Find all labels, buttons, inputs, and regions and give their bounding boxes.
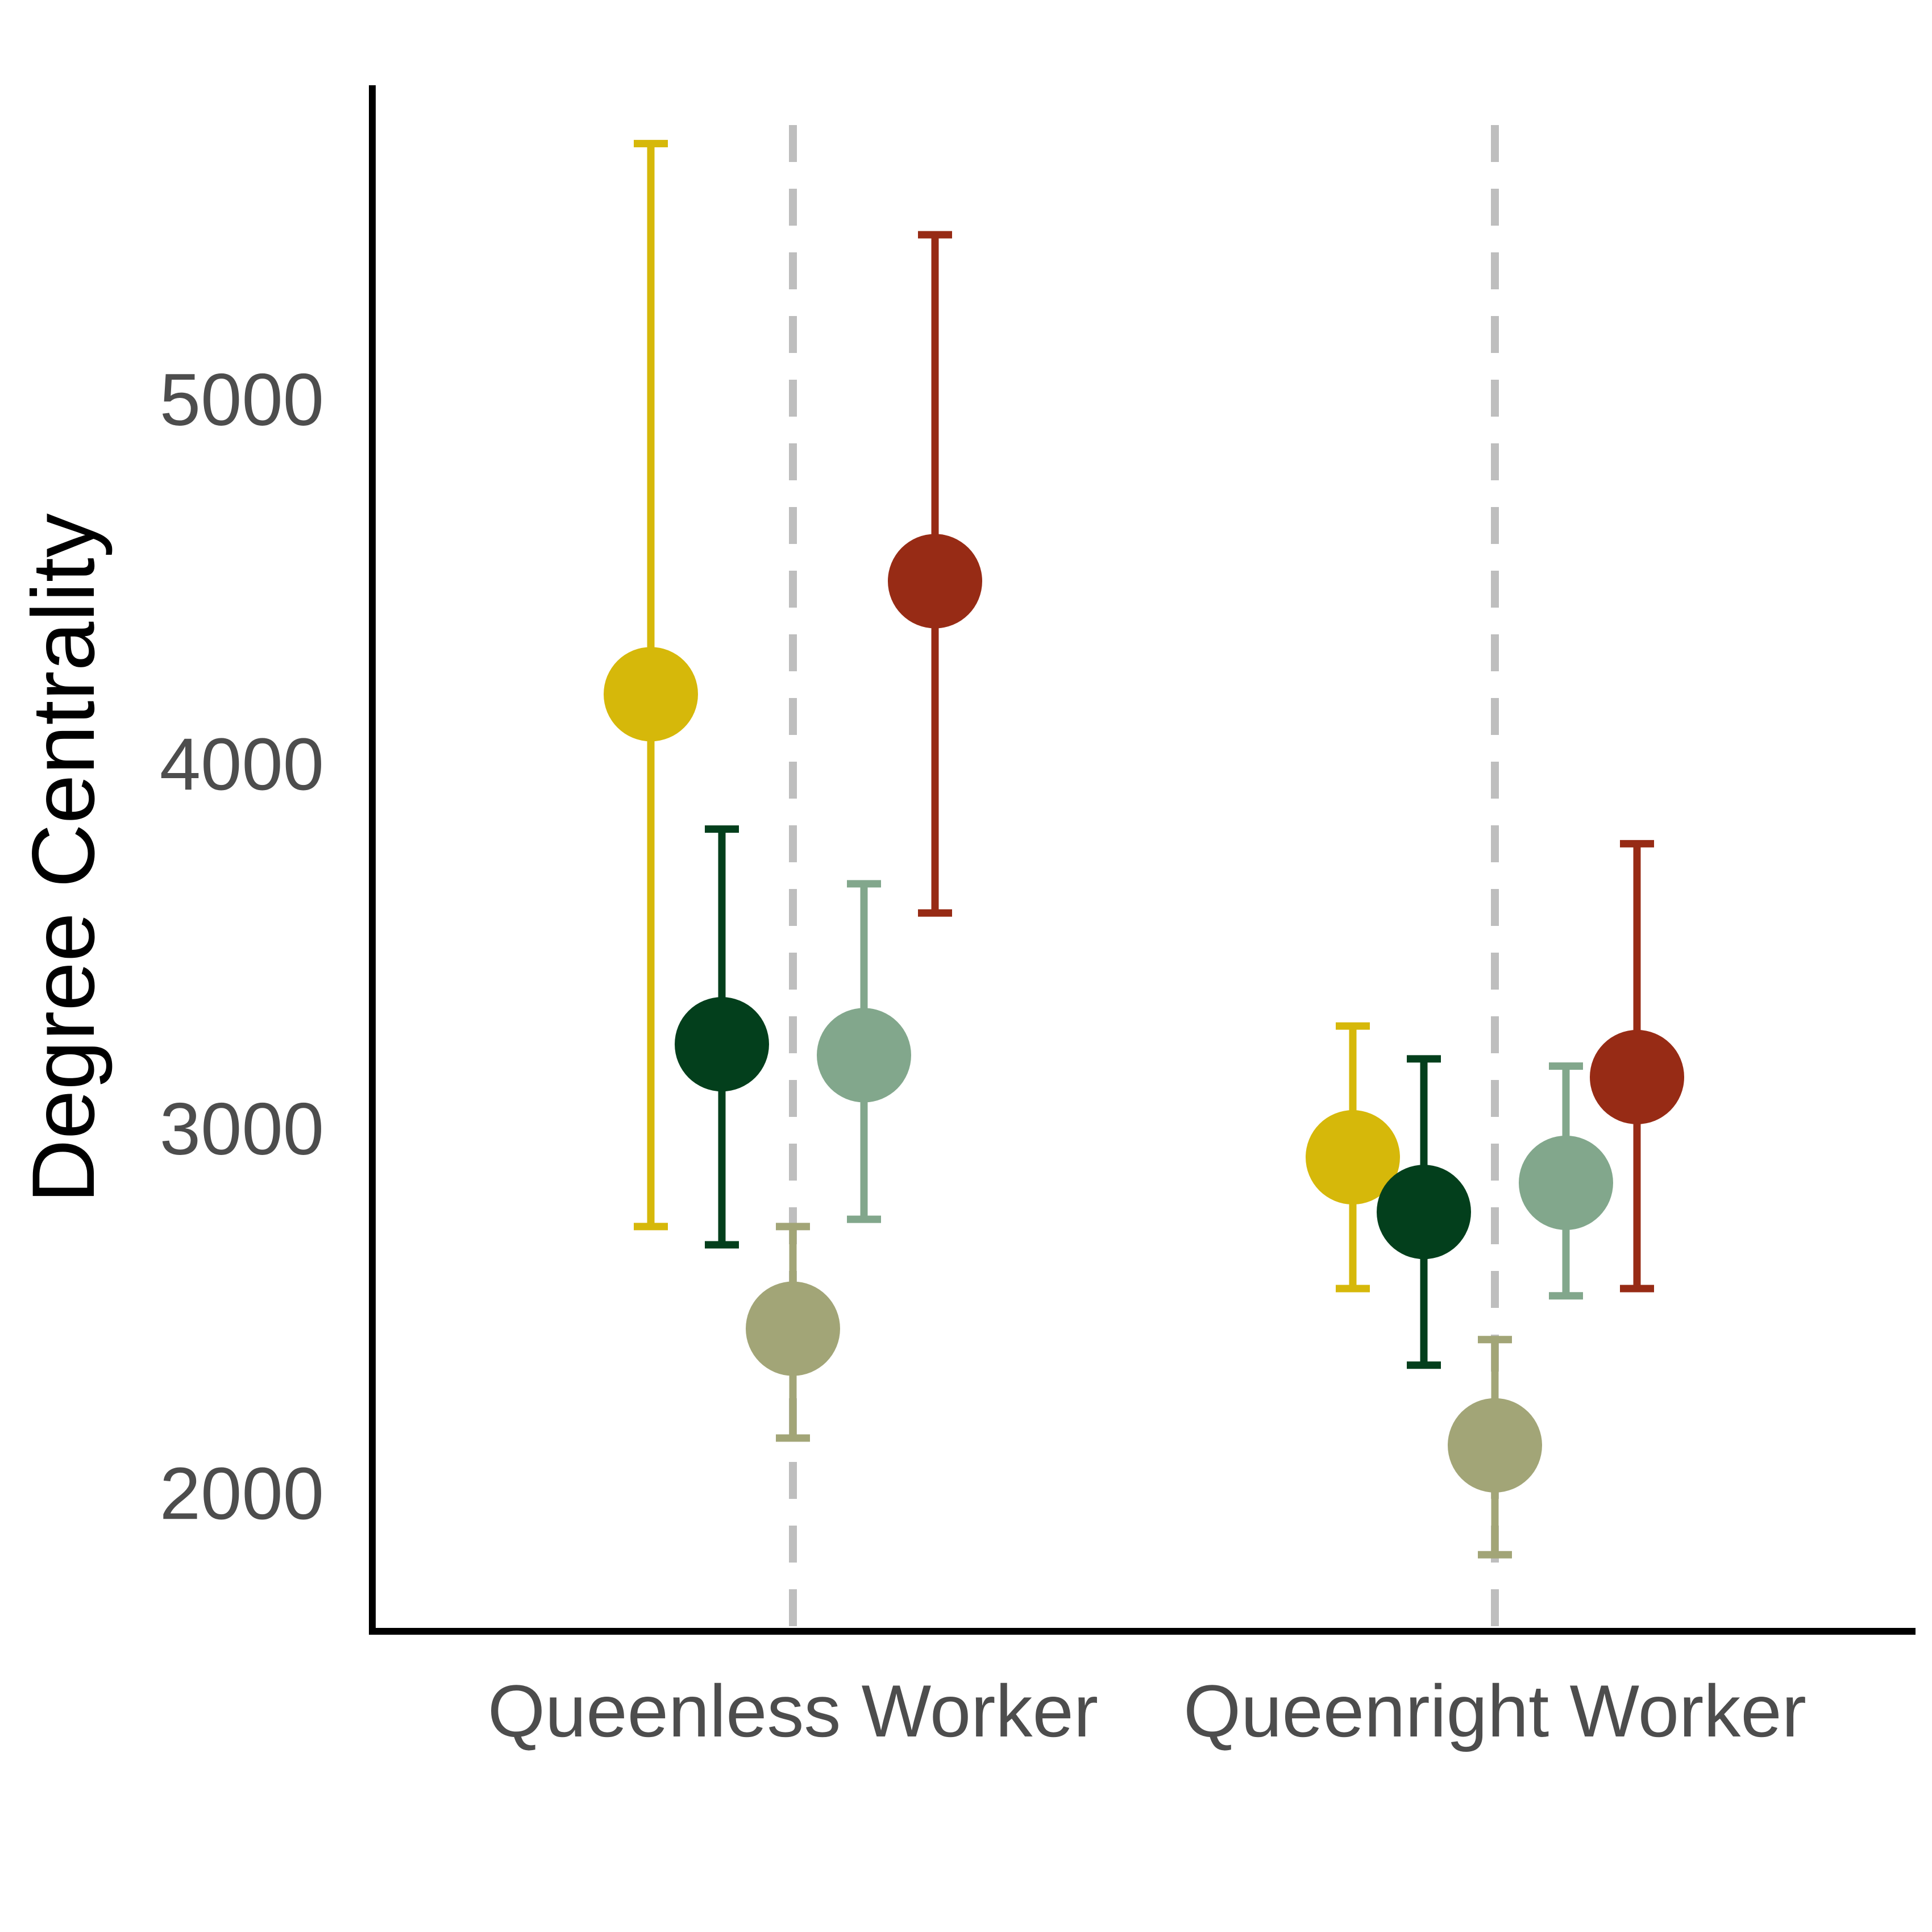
error-bar-group <box>1519 1062 1613 1300</box>
data-point <box>1377 1165 1471 1260</box>
y-tick-label: 2000 <box>160 1452 324 1535</box>
data-point <box>604 647 698 742</box>
error-bar-group <box>1590 840 1684 1293</box>
data-point <box>1448 1398 1542 1493</box>
error-bar-group <box>1306 1022 1400 1293</box>
data-point <box>1590 1029 1684 1124</box>
error-bar-group <box>888 231 982 917</box>
error-bar-group <box>1377 1055 1471 1369</box>
x-tick-label: Queenright Worker <box>1183 1669 1806 1752</box>
error-bar-group <box>746 1223 840 1442</box>
error-bar-group <box>1448 1336 1542 1559</box>
data-point <box>888 534 982 629</box>
y-tick-label: 3000 <box>160 1087 324 1170</box>
series-layer <box>604 140 1684 1559</box>
y-axis: 2000 3000 4000 5000 <box>160 85 376 1635</box>
x-axis: Queenless Worker Queenright Worker <box>369 1628 1916 1752</box>
data-point <box>746 1281 840 1376</box>
error-bar-group <box>817 880 911 1223</box>
data-point <box>1306 1110 1400 1205</box>
x-tick-label: Queenless Worker <box>488 1669 1098 1752</box>
error-bar-group <box>675 825 769 1249</box>
data-point <box>675 997 769 1092</box>
y-tick-label: 4000 <box>160 722 324 805</box>
y-axis-title: Degree Centrality <box>14 513 113 1203</box>
y-tick-label: 5000 <box>160 358 324 441</box>
error-bar-group <box>604 140 698 1231</box>
reference-lines <box>789 125 1499 1631</box>
data-point <box>1519 1135 1613 1230</box>
data-point <box>817 1008 911 1103</box>
